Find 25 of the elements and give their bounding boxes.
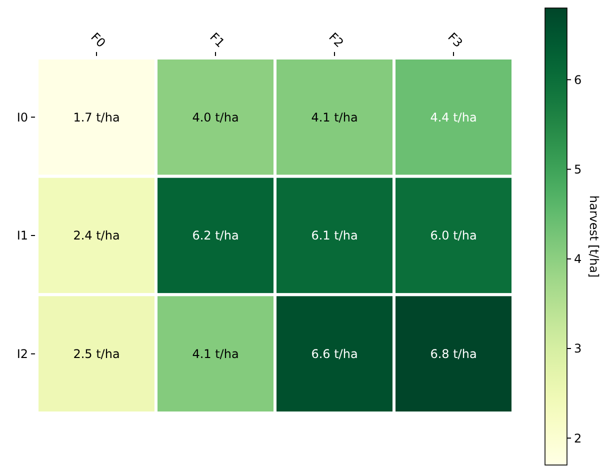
y-tick-label: I1 [16,228,28,243]
data-label: 6.0 t/ha [430,228,477,243]
data-label: 6.6 t/ha [311,347,358,362]
data-label: 2.5 t/ha [73,347,120,362]
data-label: 1.7 t/ha [73,110,120,124]
data-label: 6.2 t/ha [192,228,239,243]
x-tick-label: F2 [326,30,346,50]
color-bar-label: 4 [574,252,582,266]
color-bar-label: 6 [574,72,582,87]
y-tick-label: I0 [16,110,28,124]
x-tick-label: F0 [88,30,108,50]
data-label: 6.8 t/ha [430,347,477,362]
color-bar-label: 2 [574,431,582,446]
data-label: 4.1 t/ha [192,347,239,362]
data-label: 2.4 t/ha [73,228,120,243]
x-tick-label: F1 [207,30,228,50]
data-label: 4.0 t/ha [192,110,239,124]
data-label: 4.1 t/ha [311,110,358,124]
color-bar-label: 3 [574,342,582,356]
data-label: 6.1 t/ha [311,228,358,243]
x-tick-label: F3 [445,30,466,50]
data-label: 4.4 t/ha [430,110,477,124]
color-bar-title: harvest [t/ha] [587,195,601,278]
y-tick-label: I2 [16,347,28,362]
color-bar-label: 5 [574,162,582,176]
